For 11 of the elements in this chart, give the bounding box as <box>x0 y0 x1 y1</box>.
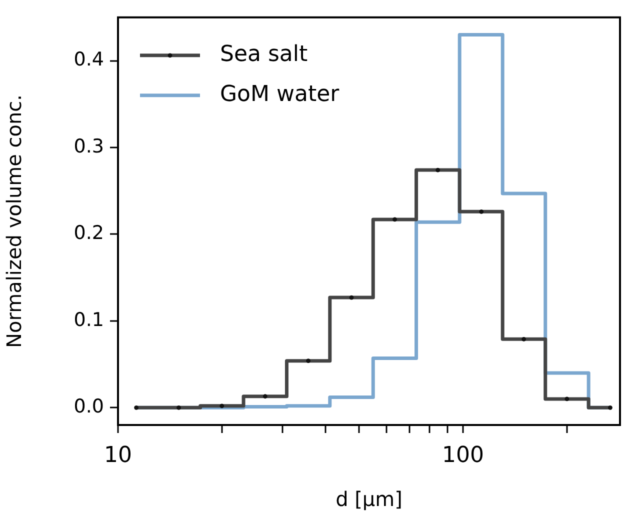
y-tick-label: 0.0 <box>74 396 104 418</box>
legend-label: GoM water <box>220 82 340 108</box>
x-tick-label: 10 <box>104 442 132 468</box>
legend-label: Sea salt <box>220 42 308 68</box>
x-axis-title: d [µm] <box>336 487 402 512</box>
y-tick-label: 0.2 <box>74 222 104 244</box>
x-tick-label: 100 <box>442 442 484 468</box>
y-tick-label: 0.4 <box>74 48 104 71</box>
y-axis-title: Normalized volume conc. <box>2 94 26 348</box>
y-tick-label: 0.1 <box>74 308 104 331</box>
y-tick-label: 0.3 <box>74 135 104 158</box>
